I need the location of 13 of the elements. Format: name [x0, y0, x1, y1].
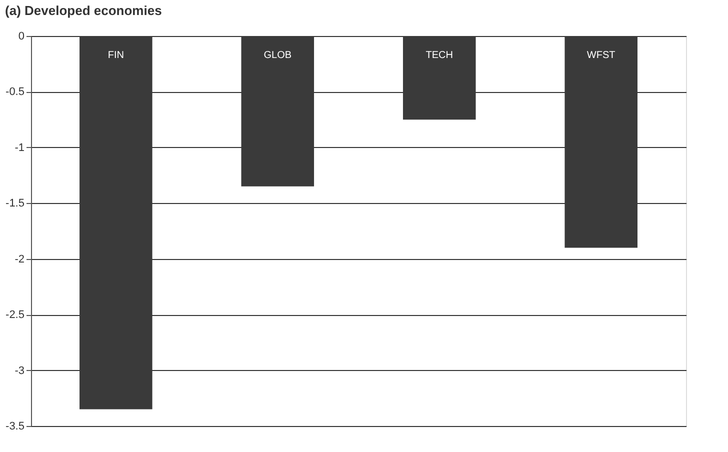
y-tick-label: -1.5	[6, 198, 24, 210]
y-tick-label: -2.5	[6, 309, 24, 322]
x-tick-label: FIN	[108, 50, 124, 61]
x-tick-label: WFST	[586, 50, 616, 61]
y-tick-label: -2	[14, 253, 24, 266]
x-tick-label: TECH	[426, 50, 453, 61]
y-tick-label: -3	[14, 364, 24, 377]
chart-title: (a) Developed economies	[5, 3, 162, 18]
y-tick-label: -3.5	[6, 420, 24, 432]
y-tick-label: -1	[14, 142, 24, 154]
y-tick-label: 0	[18, 30, 24, 42]
x-tick-label: GLOB	[264, 50, 292, 61]
y-tick-label: -0.5	[6, 86, 24, 98]
